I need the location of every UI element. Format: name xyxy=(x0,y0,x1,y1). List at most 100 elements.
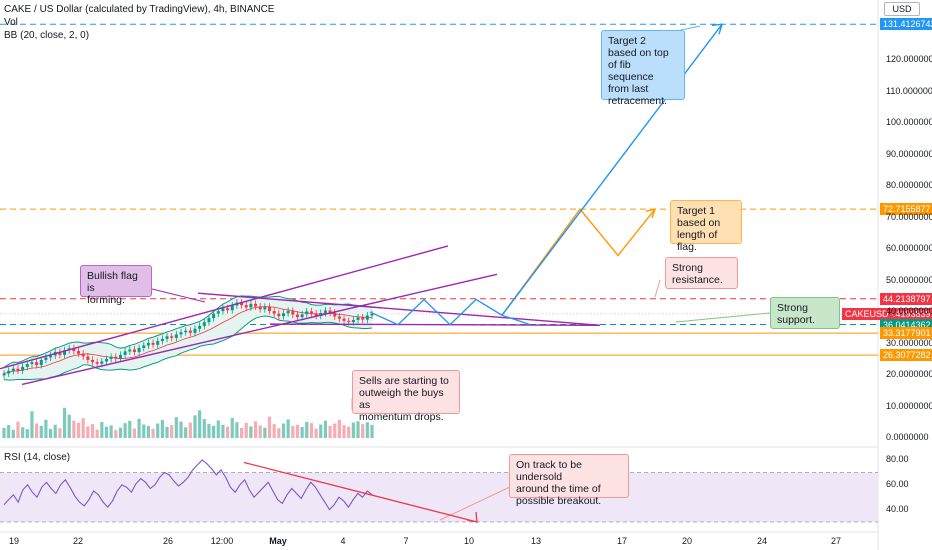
candle-body xyxy=(16,368,20,371)
bollinger-indicator-label[interactable]: BB (20, close, 2, 0) xyxy=(4,30,90,41)
volume-bar xyxy=(72,420,76,438)
rsi-indicator-label[interactable]: RSI (14, close) xyxy=(4,452,71,463)
candle-body xyxy=(81,353,85,357)
price-level-tag-1[interactable]: 72.7155877 xyxy=(880,203,932,216)
volume-bar xyxy=(109,425,113,438)
candle-body xyxy=(104,358,108,362)
candle-body xyxy=(156,341,160,345)
note-target-2[interactable]: Target 2 based on top of fib sequence fr… xyxy=(601,30,685,107)
volume-bar xyxy=(202,419,206,438)
candle-body xyxy=(291,310,295,315)
note-strong-support[interactable]: Strong support. xyxy=(770,297,840,329)
volume-bar xyxy=(35,423,39,438)
rsi-axis-tick: 60.00 xyxy=(886,478,909,489)
volume-bar xyxy=(225,426,230,438)
target-1-path xyxy=(501,207,656,316)
volume-bar xyxy=(151,428,155,438)
candle-body xyxy=(146,342,150,346)
target-1-arrowhead xyxy=(645,208,657,219)
volume-bar xyxy=(207,423,211,438)
price-axis-tick: 80.0000000 xyxy=(886,180,932,191)
volume-bar xyxy=(272,424,276,438)
target-2-arrowhead xyxy=(711,23,723,35)
volume-bar xyxy=(281,423,286,438)
flag-upper-line xyxy=(197,292,601,326)
candle-body xyxy=(109,356,113,359)
volume-bar xyxy=(328,425,332,438)
flag-lower-line xyxy=(269,323,601,326)
candle-body xyxy=(179,332,183,335)
volume-bar xyxy=(67,414,71,438)
candle-body xyxy=(333,312,337,317)
price-level-tag-0[interactable]: 131.4126742 xyxy=(880,18,932,31)
volume-bar xyxy=(114,430,118,438)
volume-bar xyxy=(25,429,29,438)
volume-bar xyxy=(347,426,351,438)
price-level-tag-5[interactable]: 33.3177901 xyxy=(880,327,932,340)
price-level-tag-6[interactable]: 26.3077282 xyxy=(880,349,932,362)
projected-zigzag xyxy=(369,298,531,326)
currency-badge[interactable]: USD xyxy=(884,2,920,16)
time-axis-tick: 4 xyxy=(340,536,346,546)
price-level-tag-2[interactable]: 44.2138797 xyxy=(880,292,932,305)
volume-bar xyxy=(174,417,178,438)
bollinger-basis xyxy=(3,306,373,374)
candle-body xyxy=(281,313,285,317)
symbol-tag[interactable]: CAKEUSD xyxy=(842,307,892,320)
note-target-1[interactable]: Target 1 based on length of flag. xyxy=(670,200,742,253)
flag-pole-lower xyxy=(21,273,498,386)
candle-body xyxy=(212,313,216,319)
volume-bar xyxy=(277,428,281,438)
candle-body xyxy=(2,373,6,376)
volume-bar xyxy=(258,425,262,438)
volume-bar xyxy=(90,424,95,438)
volume-bar xyxy=(351,422,355,438)
note-sells-outweigh[interactable]: Sells are starting to outweigh the buys … xyxy=(352,370,460,423)
candle-body xyxy=(63,350,67,355)
candle-body xyxy=(7,370,11,374)
volume-bar xyxy=(370,424,374,438)
candle-body xyxy=(216,311,220,314)
price-axis-tick: 20.0000000 xyxy=(886,369,932,380)
candle-body xyxy=(309,311,313,314)
target-2-path xyxy=(501,23,723,316)
price-level-tag-3[interactable]: 39.4193839 xyxy=(880,307,932,320)
volume-bar xyxy=(342,425,346,438)
candle-body xyxy=(49,355,53,358)
price-axis-tick: 110.0000000 xyxy=(886,85,932,96)
candle-body xyxy=(268,306,272,312)
volume-bar xyxy=(170,425,174,438)
candle-body xyxy=(30,362,34,365)
bollinger-upper xyxy=(3,295,373,368)
price-axis-tick: 30.0000000 xyxy=(886,337,932,348)
volume-indicator-label[interactable]: Vol xyxy=(4,17,18,28)
note-undersold[interactable]: On track to be undersold around the time… xyxy=(509,454,629,507)
volume-bar xyxy=(137,418,141,438)
time-axis-tick: May xyxy=(269,536,287,546)
volume-bar xyxy=(337,419,341,438)
time-axis-tick: 24 xyxy=(756,536,768,546)
note-strong-resistance[interactable]: Strong resistance. xyxy=(665,257,738,289)
candle-body xyxy=(337,316,341,319)
volume-bar xyxy=(300,426,304,438)
candle-body xyxy=(263,306,267,310)
note-bullish-flag[interactable]: Bullish flag is forming. xyxy=(80,265,152,306)
candle-body xyxy=(123,351,127,355)
rsi-axis-tick: 40.00 xyxy=(886,503,909,514)
volume-bar xyxy=(291,426,295,438)
candle-body xyxy=(300,314,304,318)
candle-body xyxy=(39,359,43,365)
volume-bar xyxy=(76,422,81,438)
volume-bar xyxy=(184,427,188,438)
support-pointer xyxy=(675,312,771,323)
candle-body xyxy=(188,330,192,333)
price-axis-tick: 40.0000000 xyxy=(886,306,932,317)
time-axis-tick: 26 xyxy=(162,536,174,546)
candle-body xyxy=(35,362,39,365)
candle-body xyxy=(128,349,132,352)
rsi-divergence-line xyxy=(243,461,478,523)
volume-bar xyxy=(193,415,197,438)
volume-bar xyxy=(244,422,248,438)
